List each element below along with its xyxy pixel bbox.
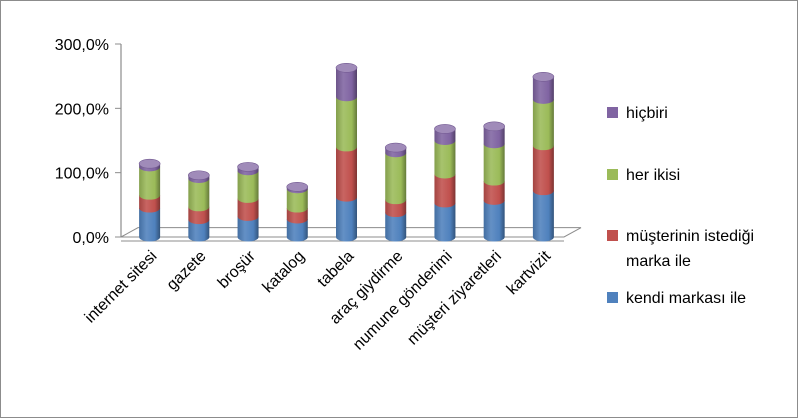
category-label: tabela	[314, 248, 357, 291]
legend-label: hiçbiri	[626, 105, 668, 122]
bar-segment	[483, 200, 505, 242]
y-tick-label: 100,0%	[55, 166, 109, 183]
bar-top-cap	[138, 158, 161, 169]
bar-segment	[188, 219, 210, 242]
bar-segment	[336, 96, 357, 152]
legend-label: müşterinin istediği marka ile	[626, 228, 754, 270]
category-label: müşteri ziyaretleri	[404, 248, 505, 349]
bar-top-cap	[384, 142, 407, 153]
bar-stack	[483, 121, 505, 242]
y-tick-label: 200,0%	[55, 101, 109, 118]
y-tick-label: 0,0%	[73, 230, 109, 247]
bar-segment	[286, 188, 308, 213]
bar-top-cap	[434, 124, 456, 134]
bar-segment	[237, 216, 259, 242]
bar-segment	[336, 197, 357, 242]
bar-segment	[434, 202, 456, 242]
bar-segment	[385, 199, 407, 218]
category-label: katalog	[260, 248, 309, 297]
bar-stack	[237, 162, 259, 242]
bar-segment	[532, 145, 554, 196]
bar-segment	[237, 170, 259, 203]
bar-segment	[188, 206, 210, 225]
bar-segment	[286, 218, 308, 242]
bar-segment	[188, 178, 210, 212]
legend-swatch	[607, 169, 618, 180]
bar-segment	[336, 146, 357, 202]
bar-segment	[139, 166, 161, 200]
legend-swatch	[607, 230, 618, 241]
legend-label: kendi markası ile	[626, 290, 746, 307]
y-axis-ticks: 0,0% 100,0% 200,0% 300,0%	[55, 37, 121, 247]
bar-top-cap	[286, 182, 309, 192]
bar-segment	[385, 212, 407, 242]
y-tick-label: 300,0%	[55, 37, 109, 54]
bar-segment	[483, 126, 505, 149]
legend: hiçbiri her ikisi müşterinin istediği marka…	[607, 105, 754, 307]
bar-segment	[532, 99, 554, 151]
bar-segment	[483, 143, 505, 186]
bar-segment	[434, 140, 456, 179]
bar-top-cap	[335, 63, 358, 73]
category-label: internet sitesi	[82, 248, 161, 327]
bar-segment	[532, 190, 554, 242]
bar-stack	[384, 142, 407, 242]
bar-top-cap	[483, 121, 505, 132]
bar-stack	[532, 72, 555, 242]
bar-segment	[336, 67, 357, 102]
bar-segment	[139, 208, 161, 242]
bar-stack	[188, 170, 210, 242]
bar-segment	[532, 76, 554, 104]
bar-stack	[286, 182, 309, 242]
category-labels: internet sitesi gazete broşür katalog tabela…	[82, 247, 555, 353]
bar-segment	[385, 152, 407, 205]
bar-top-cap	[532, 72, 555, 82]
bar-segment	[139, 195, 161, 213]
bar-stack	[434, 124, 456, 242]
bar-segment	[237, 198, 259, 221]
bar-top-cap	[237, 162, 259, 172]
legend-swatch	[607, 292, 618, 303]
category-label: broşür	[215, 247, 260, 292]
legend-swatch	[607, 107, 618, 118]
bars	[138, 63, 555, 242]
category-label: kartvizit	[504, 247, 555, 298]
category-label: gazete	[164, 248, 210, 294]
bar-segment	[483, 181, 505, 205]
legend-label: her ikisi	[626, 167, 680, 184]
bar-stack	[138, 158, 161, 242]
bar-stack	[335, 63, 358, 242]
bar-segment	[434, 173, 456, 208]
bar-top-cap	[188, 170, 210, 181]
